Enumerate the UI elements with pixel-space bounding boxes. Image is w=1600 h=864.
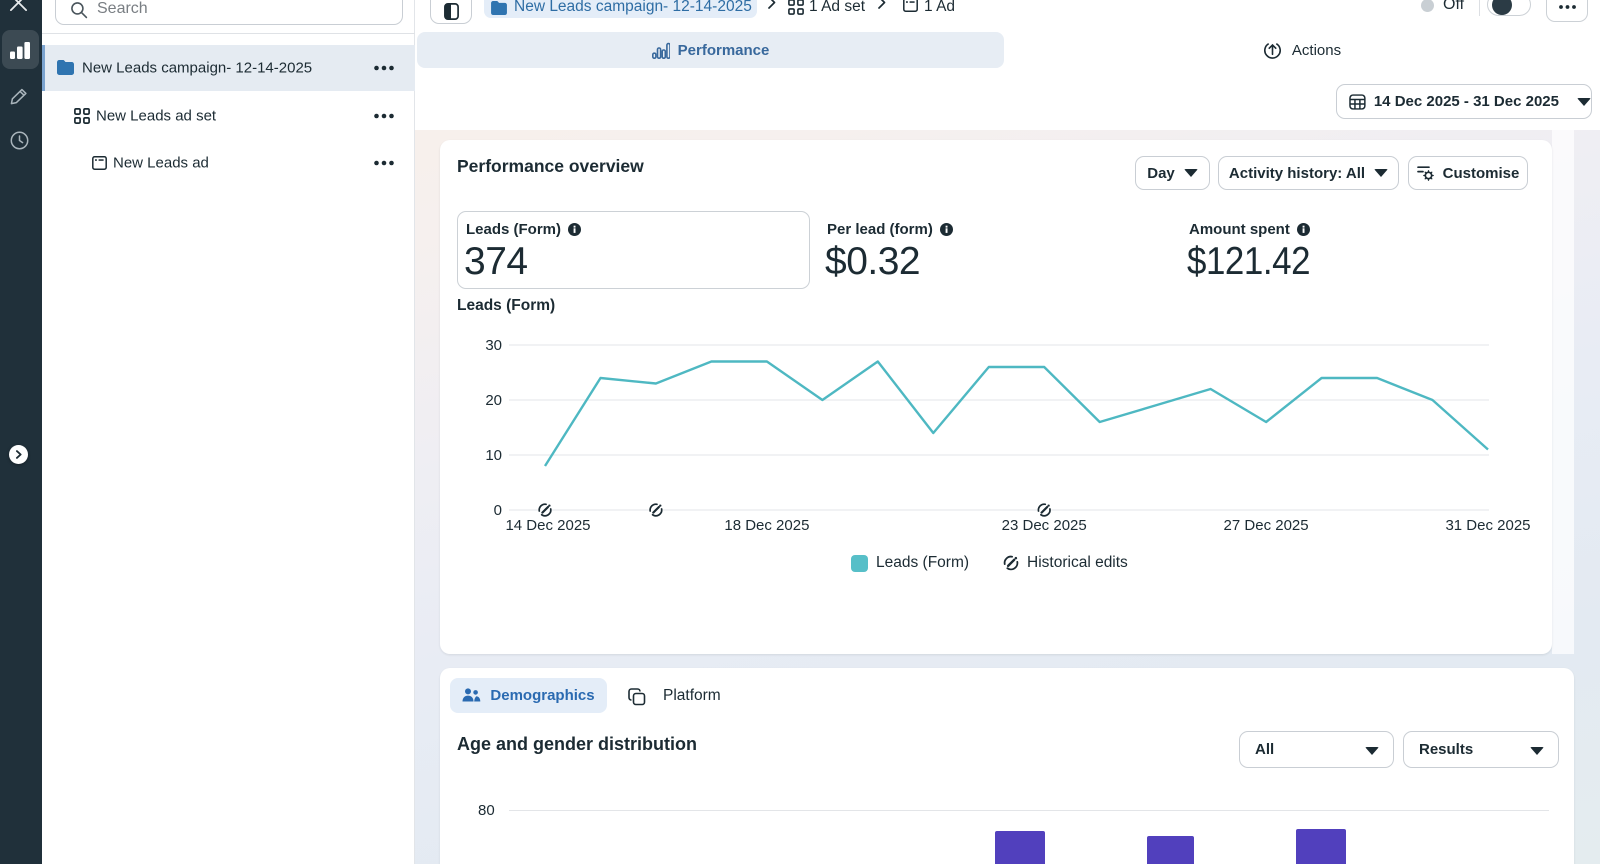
svg-text:10: 10 — [485, 447, 502, 464]
svg-text:27 Dec 2025: 27 Dec 2025 — [1224, 517, 1309, 534]
svg-text:0: 0 — [494, 502, 502, 519]
svg-text:23 Dec 2025: 23 Dec 2025 — [1002, 517, 1087, 534]
svg-text:18 Dec 2025: 18 Dec 2025 — [724, 517, 809, 534]
svg-text:14 Dec 2025: 14 Dec 2025 — [505, 517, 590, 534]
svg-text:31 Dec 2025: 31 Dec 2025 — [1445, 517, 1530, 534]
svg-text:20: 20 — [485, 392, 502, 409]
svg-text:30: 30 — [485, 337, 502, 354]
